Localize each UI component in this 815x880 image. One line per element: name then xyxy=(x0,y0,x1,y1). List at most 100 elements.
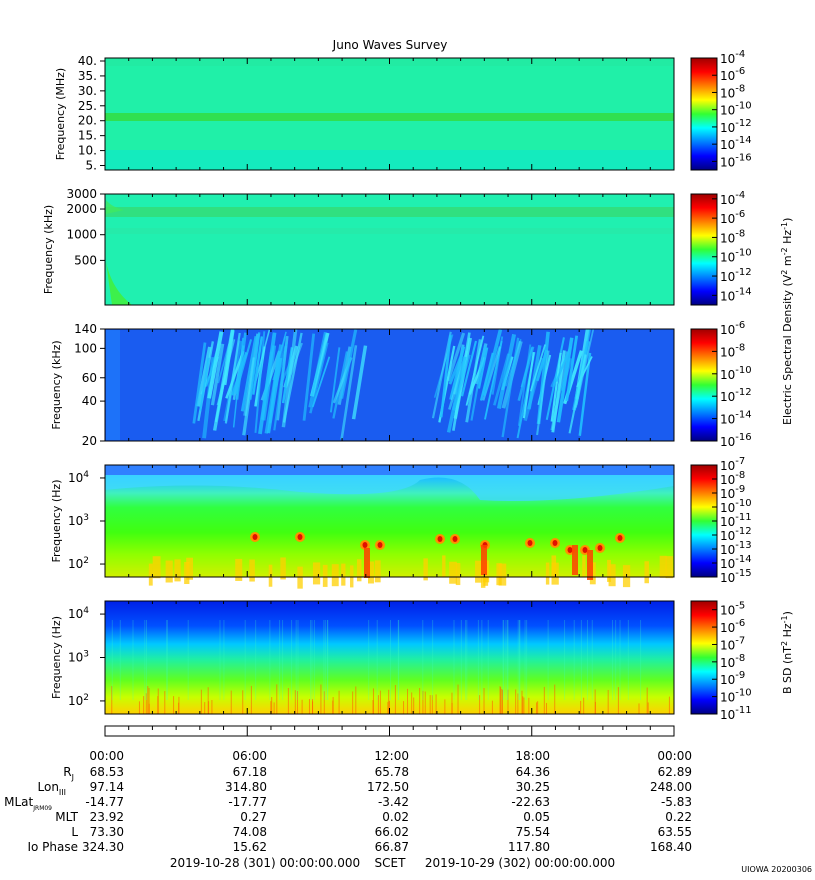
ephemeris-value: 324.30 xyxy=(82,840,124,854)
colorbar-tick-label: 10-9 xyxy=(720,670,745,687)
panel-5-colorbar xyxy=(690,600,718,715)
y-tick-label: 500 xyxy=(74,253,97,267)
panel-5-ylabel: Frequency (Hz) xyxy=(50,616,63,699)
colorbar-tick-exponent: -10 xyxy=(735,248,751,259)
time-label: 06:00 xyxy=(232,749,267,763)
emission-streak xyxy=(340,329,358,399)
low-freq-burst xyxy=(184,562,190,585)
y-tick-exponent: 4 xyxy=(83,470,89,480)
panel-2-top-emission xyxy=(106,200,124,214)
emission-streak xyxy=(249,332,261,400)
colorbar-tick-exponent: -8 xyxy=(735,83,745,94)
hot-spot-core xyxy=(252,534,258,540)
colorbar-tick-exponent: -6 xyxy=(735,618,745,629)
ephemeris-value: 0.05 xyxy=(523,810,550,824)
panel-2-colorbar xyxy=(690,193,718,306)
panel-4-hot-spots xyxy=(148,532,673,589)
emission-streak xyxy=(559,357,573,392)
colorbar-tick-label: 10-8 xyxy=(720,653,745,670)
emission-streak xyxy=(224,332,241,424)
panel-2-band-1200khz xyxy=(105,228,674,234)
time-axis-ticks xyxy=(104,726,675,736)
panel-4-upper-emission xyxy=(105,475,674,502)
panel-3-frame xyxy=(104,328,675,442)
low-freq-burst xyxy=(455,563,461,586)
time-axis xyxy=(104,725,675,737)
emission-streak xyxy=(465,339,482,423)
y-tick-label: 140 xyxy=(74,322,97,336)
colorbar-tick-exponent: -10 xyxy=(735,101,751,112)
time-label: 00:00 xyxy=(657,749,692,763)
panel-1-frame xyxy=(104,57,675,171)
colorbar-tick-label: 10-14 xyxy=(720,286,752,303)
colorbar-tick-exponent: -14 xyxy=(735,410,751,421)
ephemeris-value: 23.92 xyxy=(90,810,124,824)
colorbar-tick-exponent: -7 xyxy=(735,456,745,467)
y-tick-exponent: 3 xyxy=(83,650,89,660)
colorbar-tick-label: 10-4 xyxy=(720,190,745,207)
emission-streak xyxy=(517,344,532,426)
y-tick-label: 104 xyxy=(68,606,89,621)
low-freq-burst xyxy=(174,559,181,582)
emission-streak xyxy=(225,350,245,399)
low-freq-burst xyxy=(423,558,428,581)
colorbar-tick-exponent: -16 xyxy=(735,152,751,163)
ephemeris-row-label: Io Phase xyxy=(27,840,78,854)
colorbar-tick-label: 10-10 xyxy=(720,688,752,705)
colorbar-tick-label: 10-10 xyxy=(720,101,752,118)
colorbar-tick-exponent: -12 xyxy=(735,118,751,129)
emission-streak xyxy=(575,329,595,408)
hot-spot-core xyxy=(617,535,623,541)
emission-streak xyxy=(482,329,503,396)
ephemeris-row-subscript: III xyxy=(59,788,66,797)
emission-streak xyxy=(207,331,224,399)
emission-streak xyxy=(545,337,565,421)
panel-1-band-21mhz xyxy=(105,113,674,121)
emission-streak xyxy=(196,346,212,407)
low-freq-burst xyxy=(297,566,303,589)
emission-streak xyxy=(351,345,368,420)
y-tick-exponent: 3 xyxy=(83,513,89,523)
emission-streak xyxy=(243,357,256,416)
y-tick-label: 20. xyxy=(78,114,97,128)
colorbar-tick-label: 10-7 xyxy=(720,635,745,652)
emission-streak xyxy=(240,336,258,412)
ephemeris-value: 0.27 xyxy=(240,810,267,824)
panel-4: 104 103 102 Frequency (Hz) xyxy=(50,464,675,589)
ephemeris-row-label: L xyxy=(71,825,78,839)
ephemeris-value: 66.02 xyxy=(375,825,409,839)
y-tick-label: 103 xyxy=(68,650,89,665)
emission-streak xyxy=(199,357,210,412)
y-tick-label: 102 xyxy=(68,693,89,708)
y-tick-label: 102 xyxy=(68,556,89,571)
emission-streak xyxy=(210,343,225,406)
ephemeris-row-subscript: JRM09 xyxy=(32,805,52,812)
low-freq-burst xyxy=(496,563,502,586)
colorbar-tick-label: 10-8 xyxy=(720,228,745,245)
panel-1-ticks: 40.35.30.25.20.15.10.5. Frequency (MHz) xyxy=(54,54,675,173)
colorbar-tick-exponent: -6 xyxy=(735,320,745,331)
ephemeris-value: 64.36 xyxy=(516,765,550,779)
colorbar-tick-exponent: -12 xyxy=(735,526,751,537)
colorbar-tick-label: 10-5 xyxy=(720,601,745,618)
low-freq-burst xyxy=(280,557,286,580)
low-freq-burst xyxy=(374,560,381,583)
emission-streak xyxy=(254,331,266,433)
ephemeris-value: 30.25 xyxy=(516,780,550,794)
ephemeris-value: -22.63 xyxy=(511,795,550,809)
colorbar-tick-label: 10-6 xyxy=(720,320,745,337)
panel-2-ylabel: Frequency (kHz) xyxy=(42,205,55,294)
chart-title: Juno Waves Survey xyxy=(332,38,448,52)
emission-streak xyxy=(484,340,503,420)
panel-3: 140 100 60 40 20 Frequency (kHz) xyxy=(50,322,675,448)
hot-spot-core xyxy=(377,542,383,548)
ephemeris-value: 117.80 xyxy=(508,840,550,854)
colorbar-tick-label: 10-4 xyxy=(720,49,745,66)
colorbar-tick-label: 10-12 xyxy=(720,387,752,404)
emission-streak xyxy=(536,350,550,436)
panel-5: 104 103 102 Frequency (Hz) xyxy=(50,600,675,715)
y-tick-label: 40 xyxy=(82,394,97,408)
y-tick-label: 5. xyxy=(86,159,97,173)
